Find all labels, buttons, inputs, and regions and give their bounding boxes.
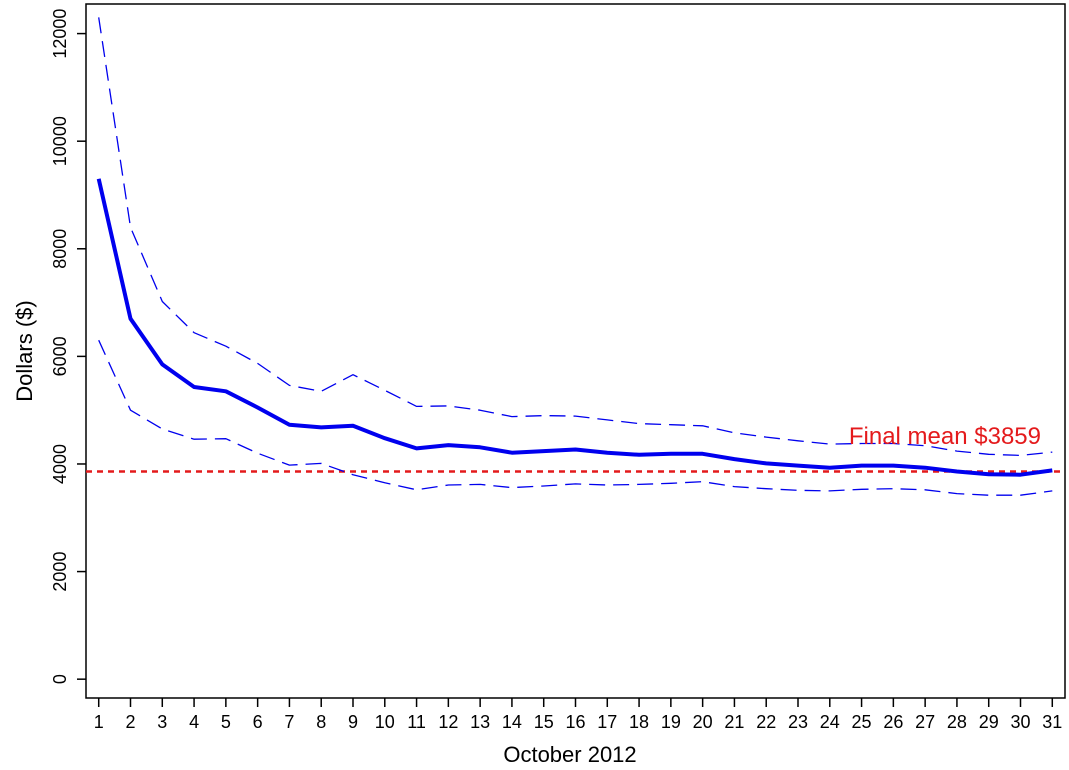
y-tick-label: 12000 (50, 9, 70, 59)
x-tick-label: 25 (852, 712, 872, 732)
x-tick-label: 22 (756, 712, 776, 732)
x-tick-label: 4 (189, 712, 199, 732)
y-tick-label: 8000 (50, 229, 70, 269)
x-tick-label: 26 (883, 712, 903, 732)
upper-bound-series-line (98, 17, 1053, 457)
x-tick-label: 12 (438, 712, 458, 732)
plot-frame (85, 3, 1066, 699)
x-tick-label: 10 (375, 712, 395, 732)
x-tick-label: 20 (693, 712, 713, 732)
x-tick-label: 28 (947, 712, 967, 732)
y-tick-label: 6000 (50, 336, 70, 376)
x-tick-label: 31 (1042, 712, 1062, 732)
x-tick-label: 30 (1010, 712, 1030, 732)
x-tick-label: 14 (502, 712, 522, 732)
x-tick-label: 11 (407, 712, 426, 732)
x-tick-label: 5 (221, 712, 231, 732)
reference-line-label: Final mean $3859 (849, 423, 1041, 450)
x-tick-label: 3 (157, 712, 167, 732)
x-tick-label: 17 (597, 712, 617, 732)
x-axis: 1 2 3 4 5 6 7 8 9 10 11 12 13 14 15 16 17 18 19 20 21 22 23 24 2… (94, 698, 1062, 732)
y-axis: 0 2000 4000 6000 8000 10000 12000 (50, 9, 86, 684)
y-tick-label: 10000 (50, 116, 70, 166)
x-tick-label: 1 (94, 712, 104, 732)
x-tick-label: 24 (820, 712, 840, 732)
y-tick-label: 0 (50, 674, 70, 684)
y-axis-title: Dollars ($) (12, 300, 37, 401)
y-tick-label: 4000 (50, 444, 70, 484)
x-tick-label: 16 (565, 712, 585, 732)
x-tick-label: 27 (915, 712, 935, 732)
series-layer (96, 17, 1053, 496)
x-tick-label: 8 (316, 712, 326, 732)
x-tick-label: 21 (724, 712, 744, 732)
y-tick-label: 2000 (50, 552, 70, 592)
x-axis-title: October 2012 (503, 742, 636, 767)
x-tick-label: 18 (629, 712, 649, 732)
x-tick-label: 19 (661, 712, 681, 732)
x-tick-label: 2 (125, 712, 135, 732)
x-tick-label: 13 (470, 712, 490, 732)
x-tick-label: 9 (348, 712, 358, 732)
x-tick-label: 7 (284, 712, 294, 732)
lower-bound-series-line (98, 339, 1053, 496)
mean-series-line (96, 178, 1053, 477)
x-tick-label: 6 (253, 712, 263, 732)
x-tick-label: 15 (534, 712, 554, 732)
x-tick-label: 29 (979, 712, 999, 732)
x-tick-label: 23 (788, 712, 808, 732)
